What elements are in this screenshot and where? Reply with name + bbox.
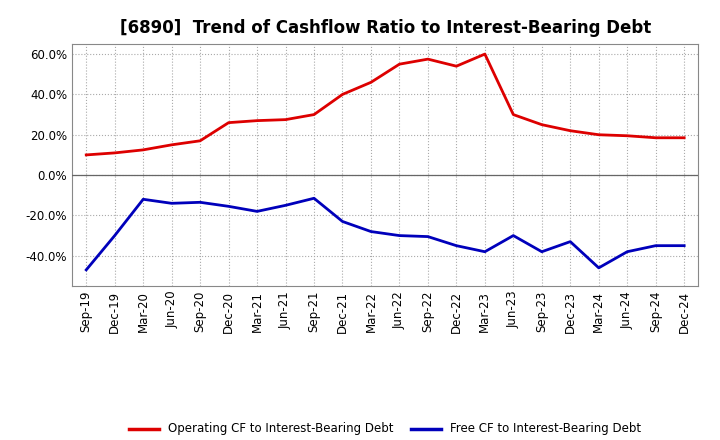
Legend: Operating CF to Interest-Bearing Debt, Free CF to Interest-Bearing Debt: Operating CF to Interest-Bearing Debt, F… [125,418,646,440]
Title: [6890]  Trend of Cashflow Ratio to Interest-Bearing Debt: [6890] Trend of Cashflow Ratio to Intere… [120,19,651,37]
